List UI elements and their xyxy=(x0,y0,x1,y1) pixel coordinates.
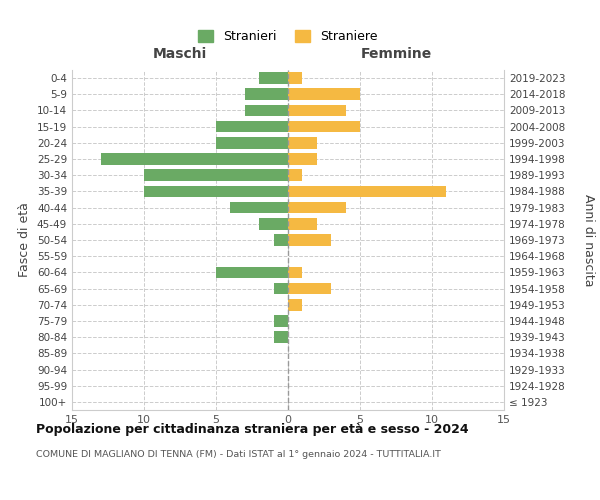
Bar xyxy=(274,315,288,327)
Bar xyxy=(288,266,302,278)
Y-axis label: Anni di nascita: Anni di nascita xyxy=(582,194,595,286)
Bar xyxy=(288,104,346,117)
Bar xyxy=(144,170,288,181)
Bar xyxy=(216,266,288,278)
Bar xyxy=(288,170,302,181)
Bar xyxy=(288,234,331,246)
Bar xyxy=(274,282,288,294)
Text: COMUNE DI MAGLIANO DI TENNA (FM) - Dati ISTAT al 1° gennaio 2024 - TUTTITALIA.IT: COMUNE DI MAGLIANO DI TENNA (FM) - Dati … xyxy=(36,450,441,459)
Bar xyxy=(288,121,360,132)
Bar xyxy=(245,88,288,100)
Text: Maschi: Maschi xyxy=(153,48,207,62)
Bar xyxy=(288,153,317,165)
Bar xyxy=(288,186,446,198)
Bar xyxy=(274,332,288,343)
Bar xyxy=(288,88,360,100)
Y-axis label: Fasce di età: Fasce di età xyxy=(19,202,31,278)
Text: Femmine: Femmine xyxy=(361,48,431,62)
Text: Popolazione per cittadinanza straniera per età e sesso - 2024: Popolazione per cittadinanza straniera p… xyxy=(36,422,469,436)
Bar xyxy=(288,202,346,213)
Bar xyxy=(288,218,317,230)
Bar xyxy=(288,282,331,294)
Bar xyxy=(144,186,288,198)
Bar xyxy=(288,299,302,310)
Bar xyxy=(216,121,288,132)
Bar xyxy=(245,104,288,117)
Bar xyxy=(101,153,288,165)
Bar xyxy=(274,234,288,246)
Bar xyxy=(259,72,288,84)
Bar xyxy=(259,218,288,230)
Legend: Stranieri, Straniere: Stranieri, Straniere xyxy=(193,25,383,48)
Bar xyxy=(288,72,302,84)
Bar xyxy=(216,137,288,148)
Bar xyxy=(230,202,288,213)
Bar xyxy=(288,137,317,148)
